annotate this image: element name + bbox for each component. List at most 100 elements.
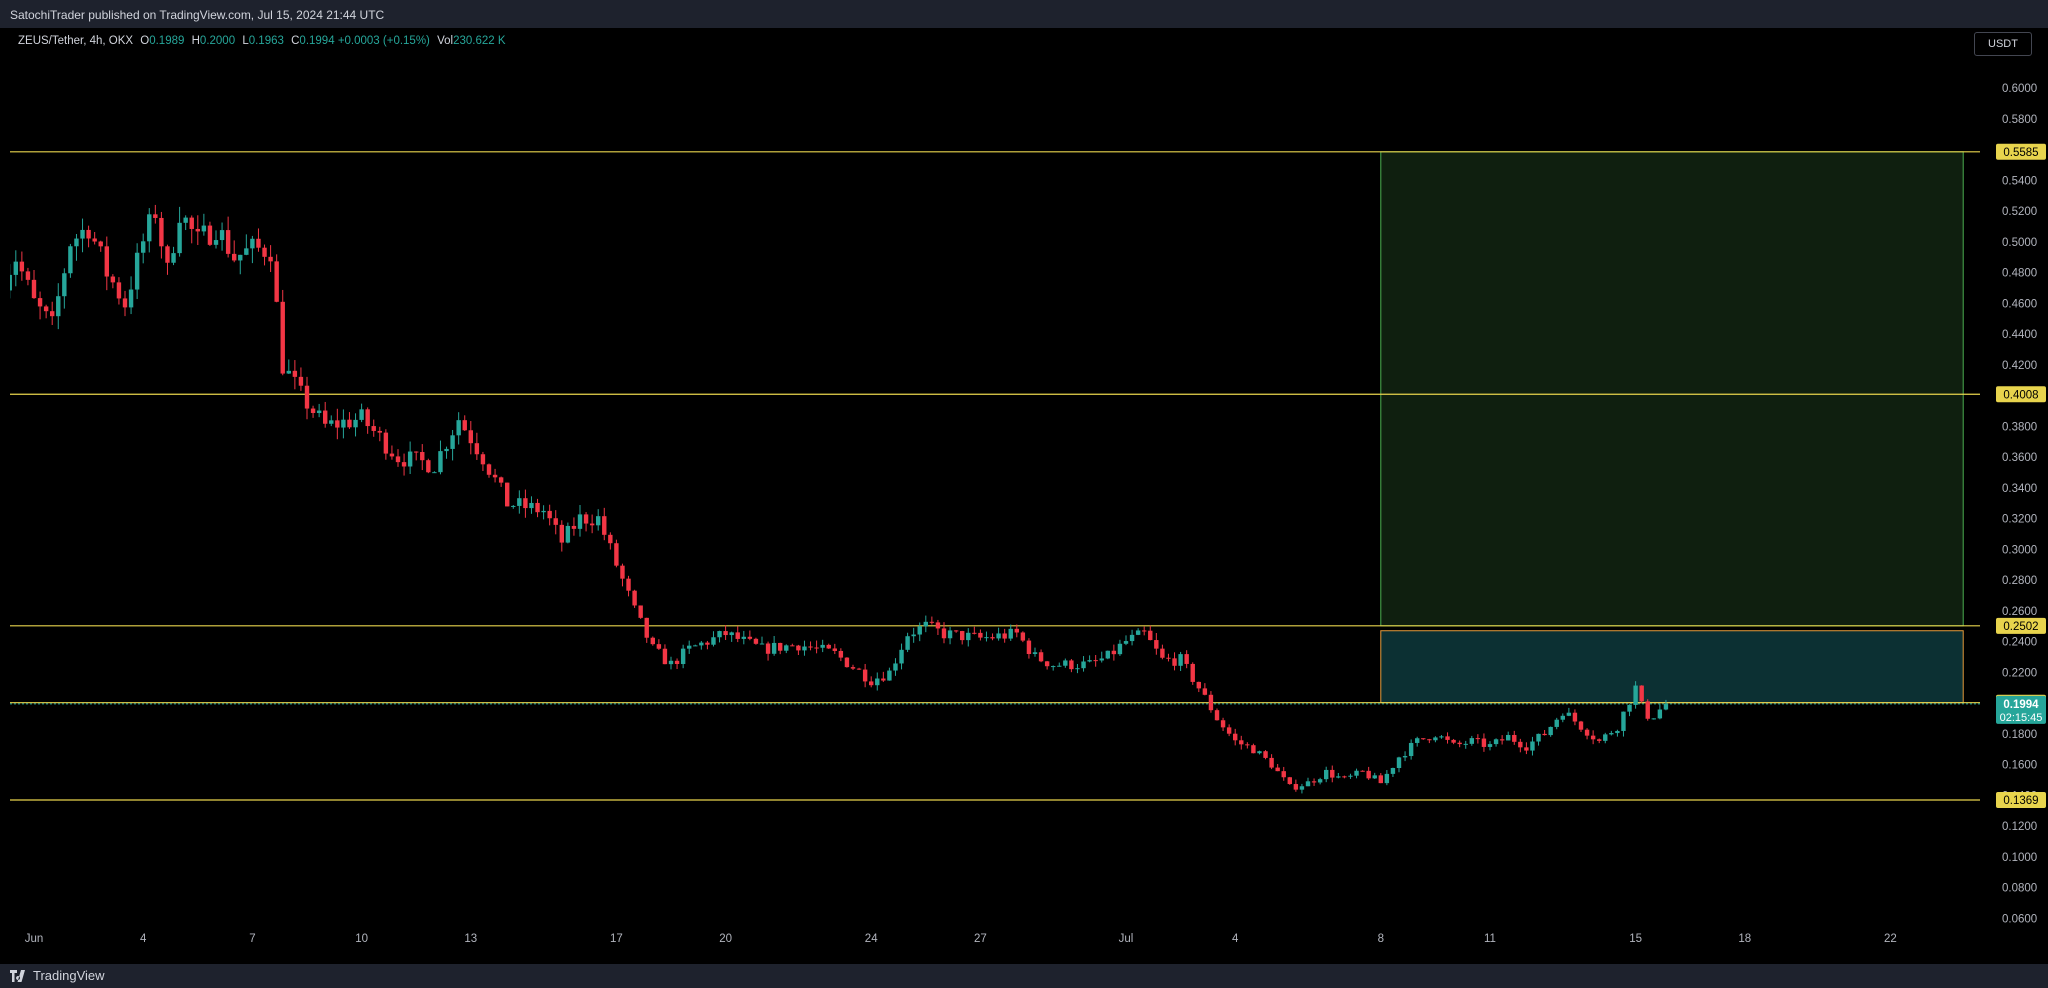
candle-body-95 [577,514,583,529]
candle-body-141 [856,668,862,670]
candle-body-170 [1032,652,1038,655]
price-tick-17: 0.2600 [2002,606,2037,618]
price-tick-16: 0.2800 [2002,575,2037,587]
candle-body-114 [693,645,698,647]
publish-bar: SatochiTrader published on TradingView.c… [0,0,2048,28]
price-tick-24: 0.1200 [2002,821,2037,833]
candle-body-40 [244,248,249,255]
candle-body-66 [401,462,407,467]
candle-body-156 [947,630,953,639]
candle-body-103 [626,578,631,591]
candle-body-219 [1330,769,1335,778]
candle-body-115 [699,642,704,646]
candle-body-135 [820,644,825,648]
candle-body-77 [468,430,473,444]
tradingview-brand[interactable]: TradingView [10,968,105,983]
candle-body-64 [389,453,395,457]
candle-body-187 [1135,630,1141,635]
candle-body-108 [656,644,662,649]
candle-body-128 [778,642,783,651]
price-chart[interactable]: Jun 4 7 10 13 17 20 24 27 Jul 4 8 11 15 18 22 0.6000 0.5… [10,28,2048,964]
candle-body-129 [784,645,789,651]
candle-body-13 [80,229,85,239]
levels-layer [10,151,1980,801]
candle-body-38 [232,253,237,261]
candle-body-123 [747,636,753,639]
candle-body-155 [941,628,947,639]
high-value: 0.2000 [199,35,236,47]
candle-body-120 [729,632,734,636]
close-value: 0.1994 [299,35,335,47]
candle-body-44 [268,256,273,262]
candle-body-10 [62,273,67,297]
candle-body-264 [1603,734,1608,741]
candle-body-158 [960,631,965,641]
candle-body-261 [1584,729,1590,736]
currency-button[interactable]: USDT [1974,32,2032,56]
candle-body-136 [826,644,831,649]
candle-body-57 [347,419,352,428]
level-label-1: 0.4008 [1996,386,2046,403]
candle-body-75 [456,420,461,436]
volume-label: Vol [437,35,454,47]
candle-body-193 [1172,658,1177,666]
candle-body-237 [1439,736,1444,738]
candle-body-29 [177,222,182,254]
candle-body-151 [917,626,922,635]
candle-body-62 [377,430,382,433]
candle-body-65 [395,456,401,463]
candle-body-145 [881,678,886,681]
candle-body-85 [517,498,522,506]
candle-body-226 [1372,775,1377,779]
candle-body-142 [862,669,868,682]
symbol-legend: ZEUS/Tether, 4h, OKX O0.1989 H0.2000 L0.… [18,35,506,47]
candle-body-4 [25,271,31,280]
candle-body-205 [1245,744,1250,746]
candle-body-87 [529,502,534,509]
candle-body-214 [1299,786,1305,790]
candle-body-84 [511,505,516,507]
time-tick-2: 7 [249,933,255,945]
low-value: 0.1963 [248,35,284,47]
candle-body-262 [1590,735,1596,740]
candle-body-185 [1123,641,1129,644]
candle-body-231 [1402,756,1408,758]
candle-body-15 [92,238,97,242]
candle-body-149 [905,636,910,650]
candle-body-272 [1651,718,1656,720]
price-tick-21: 0.1800 [2002,729,2037,741]
open-label: O [140,35,150,47]
price-tick-12: 0.3600 [2002,452,2037,464]
candle-body-271 [1645,701,1650,719]
level-label-text-0: 0.5585 [2003,147,2038,159]
candle-body-224 [1360,770,1365,772]
candle-body-130 [790,645,795,647]
candle-body-90 [547,510,552,519]
time-tick-1: 4 [140,933,147,945]
candle-body-200 [1214,710,1220,721]
level-label-text-1: 0.4008 [2003,389,2038,401]
time-tick-13: 15 [1629,933,1642,945]
candle-body-247 [1499,739,1505,741]
candle-body-157 [953,630,959,632]
candle-body-2 [13,261,18,275]
candle-body-5 [31,279,37,299]
price-tick-18: 0.2400 [2002,637,2037,649]
candle-body-78 [474,443,480,455]
candle-body-22 [134,252,140,290]
candle-body-31 [189,217,194,229]
price-tick-4: 0.5200 [2002,206,2037,218]
candle-body-74 [450,435,455,449]
candle-body-245 [1487,744,1493,747]
publish-info: SatochiTrader published on TradingView.c… [10,8,385,22]
close-label: C [291,35,300,47]
candle-body-176 [1069,660,1074,670]
candle-body-188 [1142,630,1147,632]
candle-body-177 [1075,668,1080,670]
candle-body-217 [1317,779,1323,783]
candle-body-238 [1445,736,1450,740]
candle-body-255 [1548,726,1553,736]
time-tick-11: 8 [1378,933,1384,945]
candle-body-250 [1518,741,1523,748]
candle-body-125 [759,643,765,645]
